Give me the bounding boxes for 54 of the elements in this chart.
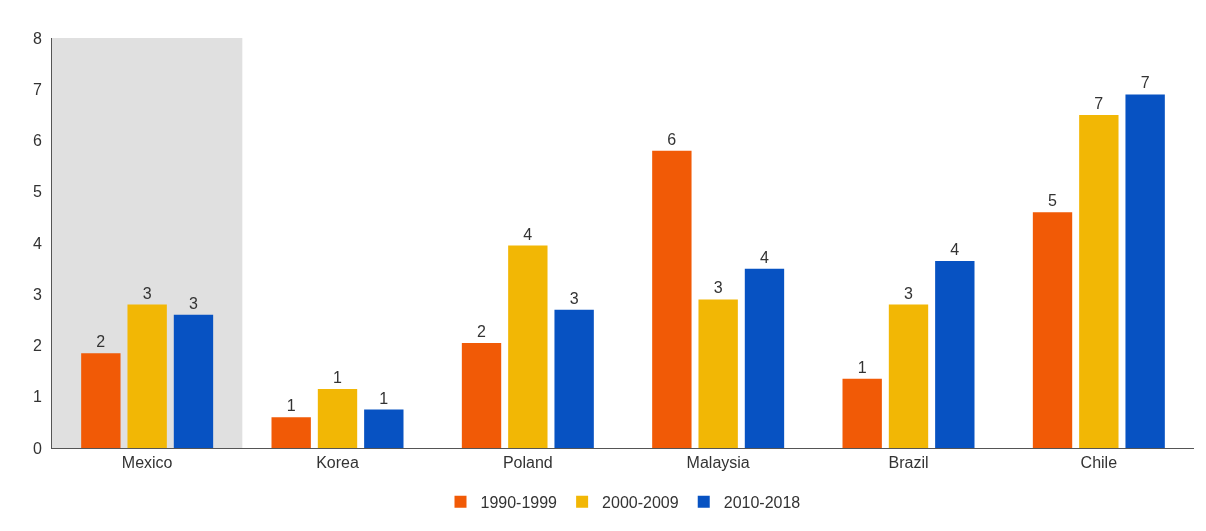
- bar: [554, 309, 594, 448]
- bar: [364, 409, 404, 448]
- bar: [1032, 212, 1073, 448]
- bar: [317, 389, 358, 448]
- y-tick-label: 4: [32, 234, 42, 252]
- bar: [81, 353, 121, 448]
- y-tick-label: 6: [32, 132, 42, 150]
- bar: [271, 417, 311, 448]
- data-label: 1: [379, 389, 389, 407]
- data-label: 2: [477, 322, 487, 340]
- bar: [1079, 114, 1119, 448]
- x-tick-label: Brazil: [888, 454, 929, 472]
- bar: [508, 245, 548, 448]
- bar: [888, 304, 929, 448]
- bar: [744, 268, 785, 448]
- data-label: 3: [188, 294, 198, 312]
- data-label: 3: [142, 284, 152, 302]
- data-label: 1: [857, 358, 867, 376]
- y-tick-label: 0: [32, 439, 42, 457]
- bar: [935, 260, 975, 448]
- x-tick-label: Mexico: [121, 454, 173, 472]
- data-label: 3: [904, 284, 913, 302]
- bar: [127, 304, 167, 448]
- bar: [1125, 94, 1165, 448]
- data-label: 3: [569, 289, 579, 307]
- y-tick-label: 8: [32, 29, 42, 47]
- x-tick-label: Korea: [316, 454, 359, 472]
- y-tick-label: 3: [32, 285, 42, 303]
- data-label: 3: [713, 279, 723, 297]
- bar: [652, 150, 692, 448]
- data-label: 6: [667, 130, 677, 148]
- legend-label: 2000-2009: [602, 494, 679, 512]
- x-tick-label: Poland: [502, 454, 553, 472]
- data-label: 4: [950, 240, 960, 258]
- data-label: 5: [1048, 192, 1058, 210]
- legend-label: 2010-2018: [723, 494, 801, 512]
- data-label: 1: [286, 397, 296, 415]
- bar: [698, 299, 738, 448]
- y-tick-label: 7: [32, 80, 42, 98]
- y-tick-label: 1: [32, 388, 42, 406]
- x-tick-label: Chile: [1080, 454, 1118, 472]
- data-label: 2: [96, 333, 106, 351]
- y-tick-label: 5: [32, 183, 42, 201]
- data-label: 7: [1094, 94, 1104, 112]
- bar: [461, 342, 502, 448]
- data-label: 4: [759, 248, 769, 266]
- bar: [842, 378, 882, 448]
- bar: [173, 314, 214, 448]
- data-label: 7: [1140, 74, 1150, 92]
- x-tick-label: Malaysia: [686, 454, 750, 472]
- data-label: 4: [523, 225, 533, 243]
- data-label: 1: [333, 369, 342, 387]
- y-tick-label: 2: [32, 337, 42, 355]
- legend-label: 1990-1999: [480, 494, 558, 512]
